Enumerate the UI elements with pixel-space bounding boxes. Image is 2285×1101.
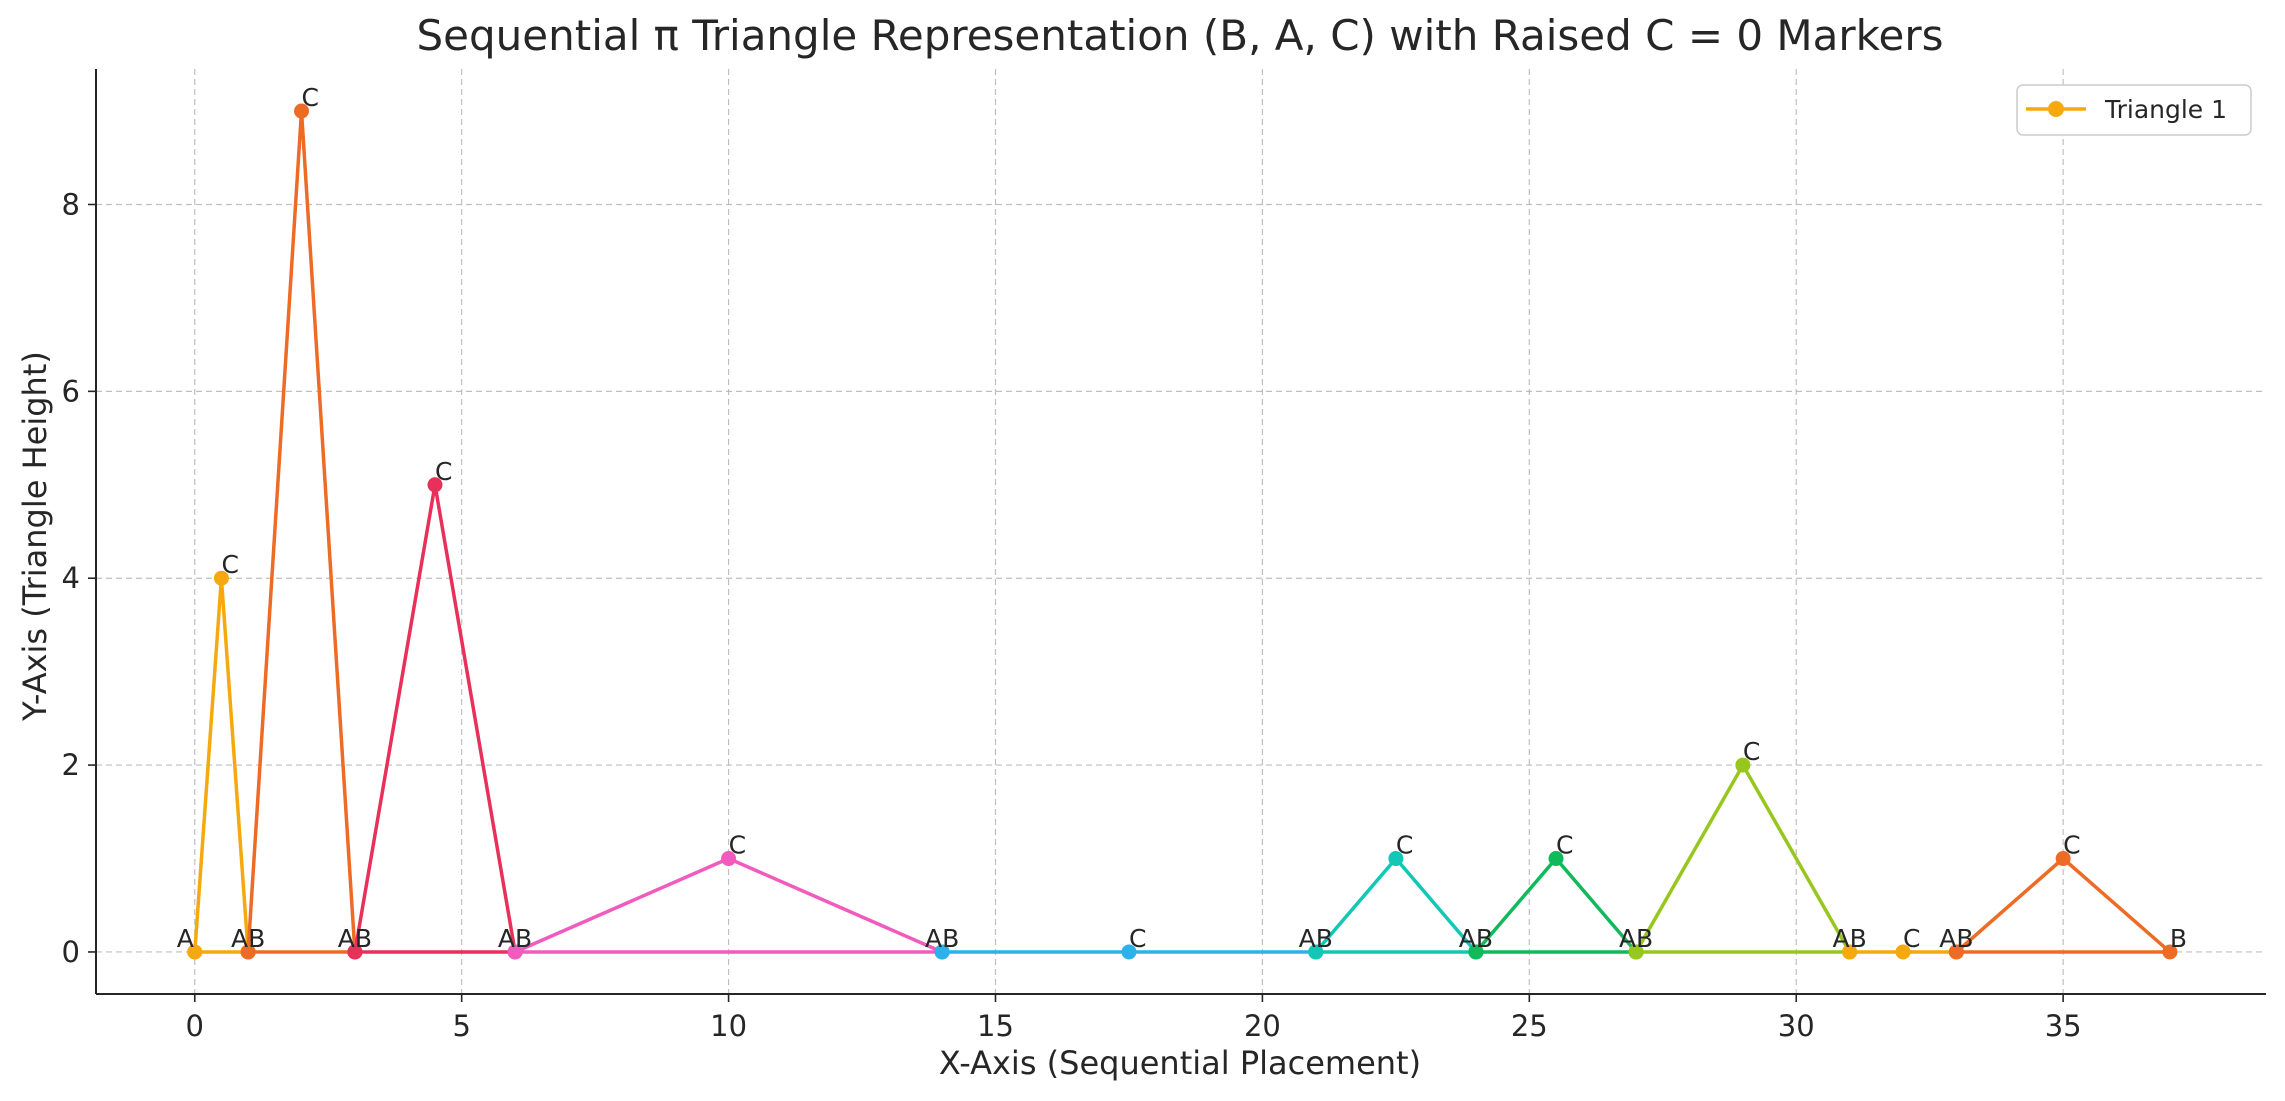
series-line <box>246 109 357 954</box>
data-point <box>2055 851 2071 867</box>
series-line <box>353 483 517 954</box>
legend-entry-label: Triangle 1 <box>2104 95 2227 124</box>
point-label: C <box>1129 924 1146 953</box>
ticks: 0 5 10 15 20 25 30 35 0 2 4 6 8 <box>62 187 2082 1043</box>
point-label: AB <box>1619 924 1653 953</box>
point-label: C <box>2063 831 2080 860</box>
data-point <box>1388 851 1404 867</box>
point-label: C <box>1743 737 1760 766</box>
point-label: AB <box>231 924 265 953</box>
data-point <box>1548 851 1564 867</box>
x-tick-label: 35 <box>2045 1009 2082 1043</box>
point-labels: A C AB C AB C AB C AB C AB C AB C AB C AB C AB C B <box>177 83 2187 953</box>
x-tick-label: 10 <box>710 1009 747 1043</box>
point-label: C <box>1556 831 1573 860</box>
data-point <box>347 944 363 960</box>
data-point <box>934 944 950 960</box>
data-point <box>427 477 443 493</box>
data-point <box>1468 944 1484 960</box>
data-point <box>2162 944 2178 960</box>
point-label: AB <box>498 924 532 953</box>
data-point <box>213 570 229 586</box>
y-tick-label: 2 <box>62 748 80 782</box>
axes <box>95 69 2266 995</box>
point-label: AB <box>1299 924 1333 953</box>
data-point <box>240 944 256 960</box>
data-point <box>1948 944 1964 960</box>
legend-marker <box>2048 101 2064 117</box>
y-tick-label: 6 <box>62 374 80 408</box>
legend: Triangle 1 <box>2016 84 2252 136</box>
data-point <box>187 944 203 960</box>
x-axis-label: X-Axis (Sequential Placement) <box>939 1044 1421 1082</box>
series-line <box>1954 856 2172 954</box>
point-label: C <box>435 457 452 486</box>
point-label: C <box>302 83 319 112</box>
x-tick-label: 5 <box>452 1009 470 1043</box>
point-label: C <box>729 831 746 860</box>
point-label: AB <box>925 924 959 953</box>
x-tick-label: 25 <box>1511 1009 1548 1043</box>
point-label: AB <box>1832 924 1866 953</box>
point-label: C <box>1903 924 1920 953</box>
series-line <box>513 856 944 954</box>
y-tick-label: 8 <box>62 187 80 221</box>
data-point <box>294 103 310 119</box>
y-tick-label: 4 <box>62 561 80 595</box>
x-tick-label: 15 <box>977 1009 1014 1043</box>
y-tick-label: 0 <box>62 935 80 969</box>
series-line <box>193 576 250 954</box>
point-label: C <box>1396 831 1413 860</box>
data-point <box>1842 944 1858 960</box>
data-point <box>507 944 523 960</box>
point-label: AB <box>338 924 372 953</box>
x-tick-label: 20 <box>1244 1009 1281 1043</box>
point-label: C <box>221 550 238 579</box>
point-label: B <box>2170 924 2187 953</box>
series-4 <box>507 851 950 960</box>
data-point <box>1735 757 1751 773</box>
data-point <box>1895 944 1911 960</box>
y-axis-label: Y-Axis (Triangle Height) <box>16 351 54 722</box>
data-point <box>1628 944 1644 960</box>
x-tick-label: 30 <box>1778 1009 1815 1043</box>
data-point <box>1308 944 1324 960</box>
series-10 <box>1948 851 2178 960</box>
data-point <box>1121 944 1137 960</box>
series-line <box>1634 763 1852 954</box>
x-tick-label: 0 <box>186 1009 204 1043</box>
legend-box <box>2016 84 2252 136</box>
series-line <box>1314 856 1478 954</box>
data-point <box>721 851 737 867</box>
series-layer <box>187 103 2178 960</box>
chart-title: Sequential π Triangle Representation (B,… <box>417 11 1944 60</box>
series-line <box>1474 856 1638 954</box>
point-label: AB <box>1939 924 1973 953</box>
point-label: A <box>177 924 194 953</box>
point-label: AB <box>1459 924 1493 953</box>
